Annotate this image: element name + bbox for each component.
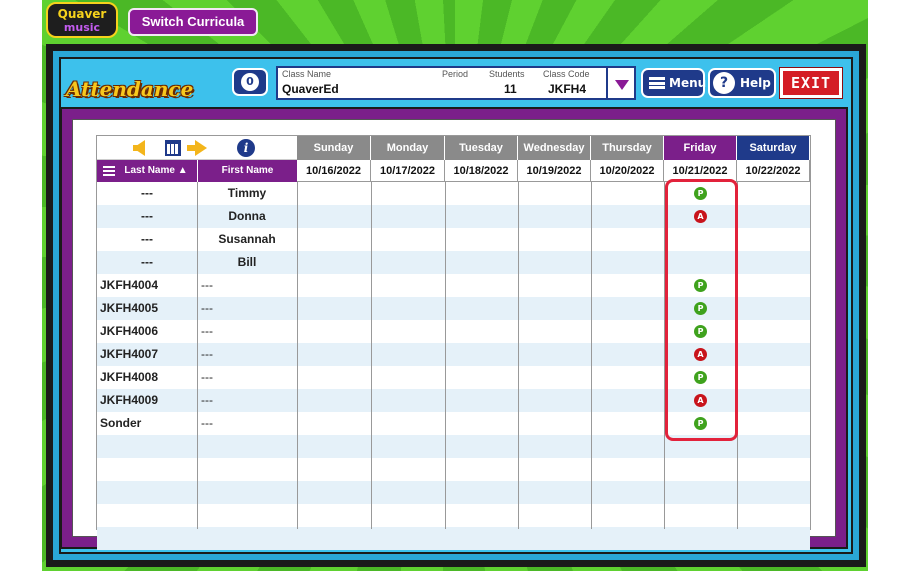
first-name-header[interactable]: First Name	[197, 160, 297, 182]
grid-divider	[297, 182, 298, 529]
table-row	[97, 251, 810, 274]
info-icon[interactable]: i	[237, 139, 255, 157]
date-cell: 10/22/2022	[737, 160, 810, 182]
last-name-cell[interactable]: JKFH4004	[100, 278, 159, 292]
help-button[interactable]: ? Help	[708, 68, 776, 98]
date-cell: 10/18/2022	[445, 160, 518, 182]
logo-line1: Quaver	[57, 7, 107, 21]
present-icon[interactable]: P	[694, 279, 707, 292]
hamburger-icon	[103, 166, 115, 176]
first-name-cell[interactable]: Susannah	[218, 232, 276, 246]
menu-button[interactable]: Menu	[641, 68, 707, 98]
table-row	[97, 343, 810, 366]
attendance-title: Attendance	[66, 77, 194, 101]
table-row	[97, 504, 810, 527]
chevron-down-icon	[615, 80, 629, 90]
last-name-cell[interactable]: ---	[141, 255, 153, 269]
first-name-cell[interactable]: ---	[201, 301, 213, 315]
grid-divider	[445, 182, 446, 529]
calendar-icon[interactable]	[165, 140, 181, 156]
first-name-cell[interactable]: Donna	[228, 209, 266, 223]
logo-line2: music	[63, 21, 101, 34]
first-name-cell[interactable]: ---	[201, 324, 213, 338]
exit-button[interactable]: EXIT	[779, 67, 843, 99]
table-row	[97, 389, 810, 412]
grid-divider	[518, 182, 519, 529]
first-name-cell[interactable]: Bill	[237, 255, 257, 269]
last-name-cell[interactable]: ---	[141, 232, 153, 246]
last-name-cell[interactable]: ---	[141, 186, 153, 200]
table-row	[97, 435, 810, 458]
day-header-tuesday: Tuesday	[445, 136, 518, 160]
present-icon[interactable]: P	[694, 325, 707, 338]
quaver-logo[interactable]: Quaver music	[46, 2, 118, 38]
date-cell: 10/16/2022	[297, 160, 371, 182]
class-name-value: QuaverEd	[282, 82, 339, 96]
students-value: 11	[504, 82, 517, 96]
attendance-grid: i Last Name ▲ First Name Sunday 10/16/2022 Mo…	[96, 135, 811, 550]
last-name-cell[interactable]: Sonder	[100, 416, 142, 430]
last-name-header: Last Name ▲	[124, 165, 188, 176]
absent-icon[interactable]: A	[694, 210, 707, 223]
present-icon[interactable]: P	[694, 302, 707, 315]
date-cell: 10/20/2022	[591, 160, 664, 182]
table-row	[97, 297, 810, 320]
table-row	[97, 205, 810, 228]
class-code-value: JKFH4	[548, 82, 587, 96]
last-name-sort-button[interactable]: Last Name ▲	[97, 160, 197, 182]
count-icon: 0	[241, 73, 259, 91]
period-label: Period	[442, 69, 469, 79]
class-dropdown-button[interactable]	[608, 66, 636, 100]
date-cell: 10/19/2022	[518, 160, 591, 182]
grid-divider	[197, 182, 198, 529]
first-name-cell[interactable]: ---	[201, 347, 213, 361]
arrow-left-icon[interactable]	[133, 140, 145, 156]
first-name-cell[interactable]: ---	[201, 370, 213, 384]
last-name-cell[interactable]: ---	[141, 209, 153, 223]
absent-icon[interactable]: A	[694, 394, 707, 407]
hamburger-icon	[649, 77, 665, 89]
grid-divider	[371, 182, 372, 529]
grid-divider	[664, 182, 665, 529]
absent-icon[interactable]: A	[694, 348, 707, 361]
students-label: Students	[489, 69, 525, 79]
class-selector[interactable]: Class Name QuaverEd Period Students 11 C…	[276, 66, 608, 100]
help-label: Help	[740, 76, 771, 90]
date-cell: 10/17/2022	[371, 160, 445, 182]
class-code-label: Class Code	[543, 69, 590, 79]
message-count-button[interactable]: 0	[232, 68, 268, 96]
menu-label: Menu	[669, 76, 707, 90]
week-navigation: i	[97, 136, 297, 160]
last-name-cell[interactable]: JKFH4006	[100, 324, 159, 338]
day-header-saturday: Saturday	[737, 136, 810, 160]
first-name-cell[interactable]: ---	[201, 278, 213, 292]
day-header-monday: Monday	[371, 136, 445, 160]
class-name-label: Class Name	[282, 69, 332, 79]
table-row	[97, 527, 810, 550]
last-name-cell[interactable]: JKFH4008	[100, 370, 159, 384]
last-name-cell[interactable]: JKFH4005	[100, 301, 159, 315]
table-row	[97, 481, 810, 504]
day-header-friday: Friday	[664, 136, 737, 160]
day-header-sunday: Sunday	[297, 136, 371, 160]
day-header-thursday: Thursday	[591, 136, 664, 160]
first-name-cell[interactable]: ---	[201, 416, 213, 430]
friday-highlight	[665, 179, 738, 441]
table-row	[97, 458, 810, 481]
last-name-cell[interactable]: JKFH4009	[100, 393, 159, 407]
question-icon: ?	[713, 72, 735, 94]
first-name-cell[interactable]: Timmy	[227, 186, 267, 200]
present-icon[interactable]: P	[694, 371, 707, 384]
day-header-wednesday: Wednesday	[518, 136, 591, 160]
first-name-cell[interactable]: ---	[201, 393, 213, 407]
sort-header: Last Name ▲ First Name	[97, 160, 297, 182]
present-icon[interactable]: P	[694, 187, 707, 200]
arrow-right-icon[interactable]	[187, 140, 207, 156]
present-icon[interactable]: P	[694, 417, 707, 430]
header-bar: Attendance 0 Class Name QuaverEd Period …	[46, 44, 866, 144]
switch-curricula-button[interactable]: Switch Curricula	[128, 8, 258, 36]
last-name-cell[interactable]: JKFH4007	[100, 347, 159, 361]
grid-divider	[591, 182, 592, 529]
